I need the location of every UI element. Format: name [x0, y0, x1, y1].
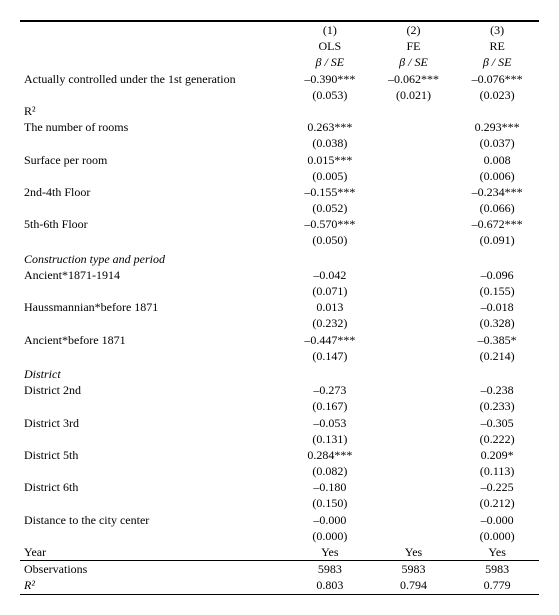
row-label: R² — [20, 103, 288, 119]
cell-se: (0.023) — [455, 87, 539, 103]
row-label: District 6th — [20, 479, 288, 495]
cell-beta: –0.062*** — [372, 71, 456, 87]
table-row-r2: R² 0.803 0.794 0.779 — [20, 577, 539, 594]
table-row-se: (0.131) (0.222) — [20, 431, 539, 447]
row-label: 5th-6th Floor — [20, 216, 288, 232]
row-label: Haussmannian*before 1871 — [20, 299, 288, 315]
table-row: Surface per room 0.015*** 0.008 — [20, 152, 539, 168]
cell-se: (0.021) — [372, 87, 456, 103]
table-row-se: (0.071) (0.155) — [20, 283, 539, 299]
col3-est: RE — [455, 38, 539, 54]
table-row: District 5th 0.284*** 0.209* — [20, 447, 539, 463]
table-row-se: (0.005) (0.006) — [20, 168, 539, 184]
col3-num: (3) — [455, 22, 539, 38]
table-row: Actually controlled under the 1st genera… — [20, 71, 539, 87]
table-row-se: (0.053) (0.021) (0.023) — [20, 87, 539, 103]
cell-beta: –0.076*** — [455, 71, 539, 87]
table-row: 5th-6th Floor –0.570*** –0.672*** — [20, 216, 539, 232]
row-label: Ancient*before 1871 — [20, 332, 288, 348]
table-row-se: (0.150) (0.212) — [20, 495, 539, 511]
table-row: District 6th –0.180 –0.225 — [20, 479, 539, 495]
section-label: District — [20, 364, 288, 382]
row-label: Observations — [20, 561, 288, 578]
table-row: District 3rd –0.053 –0.305 — [20, 415, 539, 431]
col1-stat: β / SE — [288, 54, 372, 70]
row-label: Ancient*1871-1914 — [20, 267, 288, 283]
table-row-se: (0.167) (0.233) — [20, 398, 539, 414]
table-row: Haussmannian*before 1871 0.013 –0.018 — [20, 299, 539, 315]
row-label: Year — [20, 544, 288, 561]
regression-table: (1) (2) (3) OLS FE RE β / SE β / SE β / … — [20, 20, 539, 595]
row-label: District 3rd — [20, 415, 288, 431]
table-row-se: (0.038) (0.037) — [20, 135, 539, 151]
section-header: Construction type and period — [20, 249, 539, 267]
section-header: District — [20, 364, 539, 382]
header-row-numbers: (1) (2) (3) — [20, 22, 539, 38]
table-row: Ancient*1871-1914 –0.042 –0.096 — [20, 267, 539, 283]
table-row: The number of rooms 0.263*** 0.293*** — [20, 119, 539, 135]
header-row-stat: β / SE β / SE β / SE — [20, 54, 539, 70]
table-row-obs: Observations 5983 5983 5983 — [20, 561, 539, 578]
table-row-se: (0.000) (0.000) — [20, 528, 539, 544]
table-row-se: (0.052) (0.066) — [20, 200, 539, 216]
col2-stat: β / SE — [372, 54, 456, 70]
table-row-se: (0.082) (0.113) — [20, 463, 539, 479]
row-label: Distance to the city center — [20, 512, 288, 528]
col2-num: (2) — [372, 22, 456, 38]
row-label: Actually controlled under the 1st genera… — [20, 71, 288, 87]
col1-est: OLS — [288, 38, 372, 54]
section-label: Construction type and period — [20, 249, 288, 267]
table-row-se: (0.147) (0.214) — [20, 348, 539, 364]
cell-beta: –0.390*** — [288, 71, 372, 87]
table-row-year: Year Yes Yes Yes — [20, 544, 539, 561]
row-label: District 2nd — [20, 382, 288, 398]
table-row: Ancient*before 1871 –0.447*** –0.385* — [20, 332, 539, 348]
table-row-se: (0.232) (0.328) — [20, 315, 539, 331]
col2-est: FE — [372, 38, 456, 54]
row-label: District 5th — [20, 447, 288, 463]
col1-num: (1) — [288, 22, 372, 38]
row-label: Surface per room — [20, 152, 288, 168]
row-label: R² — [20, 577, 288, 594]
header-row-estimator: OLS FE RE — [20, 38, 539, 54]
row-label: The number of rooms — [20, 119, 288, 135]
col3-stat: β / SE — [455, 54, 539, 70]
cell-se: (0.053) — [288, 87, 372, 103]
table-row-se: (0.050) (0.091) — [20, 232, 539, 248]
row-label: 2nd-4th Floor — [20, 184, 288, 200]
table-row: 2nd-4th Floor –0.155*** –0.234*** — [20, 184, 539, 200]
table-row: District 2nd –0.273 –0.238 — [20, 382, 539, 398]
table-row: R² — [20, 103, 539, 119]
table-row: Distance to the city center –0.000 –0.00… — [20, 512, 539, 528]
